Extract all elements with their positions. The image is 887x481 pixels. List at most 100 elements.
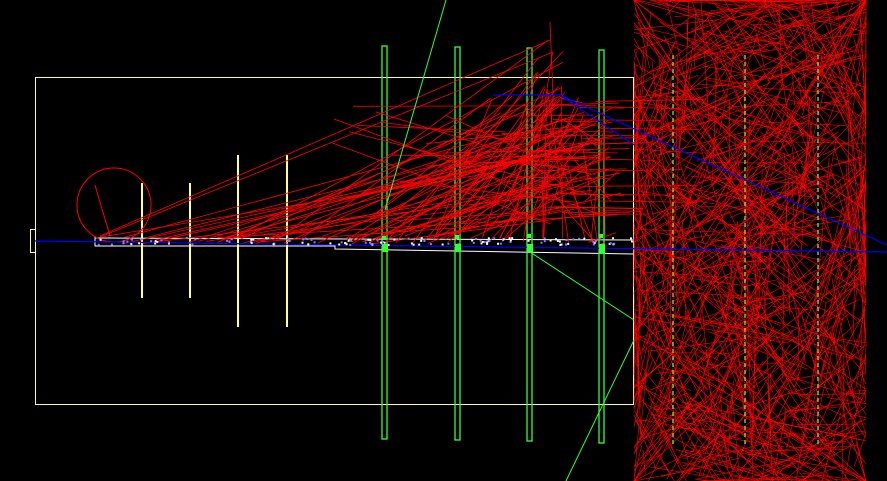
shower-track <box>800 96 811 259</box>
shower-track <box>633 224 727 333</box>
shower-track <box>633 312 719 340</box>
shower-track <box>633 24 652 45</box>
shower-track <box>724 0 770 83</box>
hit-marker <box>511 237 514 240</box>
shower-track <box>633 43 656 63</box>
hit-marker <box>486 241 489 244</box>
shower-track <box>757 164 825 186</box>
shower-track <box>764 397 822 432</box>
track-segment <box>566 211 596 243</box>
hit-marker <box>287 239 290 242</box>
shower-track <box>863 256 867 342</box>
track-segment <box>505 160 561 164</box>
shower-track <box>798 0 867 109</box>
shower-track <box>668 393 689 463</box>
shower-track <box>865 89 867 123</box>
hit-marker <box>420 237 423 240</box>
shower-track <box>633 113 643 124</box>
shower-track <box>712 53 718 182</box>
shower-track <box>681 277 704 331</box>
track-segment <box>504 162 529 166</box>
shower-track <box>647 397 666 414</box>
shower-track <box>831 278 856 408</box>
hit-marker <box>130 238 133 240</box>
shower-track <box>855 334 867 387</box>
shower-track <box>746 177 754 202</box>
track-segment <box>568 193 669 196</box>
shower-track <box>665 0 681 16</box>
shower-track <box>782 0 867 9</box>
shower-track <box>684 354 820 456</box>
shower-track <box>679 113 767 233</box>
track-segment <box>272 136 550 241</box>
shower-track <box>794 227 845 387</box>
shower-track <box>651 411 687 481</box>
track-segment <box>505 176 610 179</box>
hit-marker <box>364 238 367 241</box>
plane-hit-5 <box>382 236 386 240</box>
shower-track <box>708 119 812 159</box>
shower-track <box>813 356 867 461</box>
track-segment <box>532 187 551 217</box>
shower-track <box>634 316 789 344</box>
track-segment <box>509 98 545 137</box>
shower-track <box>633 304 728 389</box>
shower-track <box>735 331 774 355</box>
shower-track <box>722 230 794 396</box>
shower-track <box>849 18 867 130</box>
shower-track <box>783 22 845 139</box>
shower-track <box>775 226 867 253</box>
shower-track <box>670 85 685 264</box>
track-segment <box>552 193 574 216</box>
shower-track <box>786 107 867 191</box>
shower-track <box>636 215 648 301</box>
hit-marker <box>329 242 332 245</box>
shower-track <box>649 395 707 462</box>
shower-track <box>836 0 858 177</box>
shower-track <box>722 54 811 132</box>
shower-track <box>738 169 769 231</box>
shower-track <box>633 419 640 481</box>
shower-track <box>633 91 640 185</box>
hit-marker <box>307 243 310 246</box>
shower-track <box>717 187 822 212</box>
hit-marker <box>565 239 568 242</box>
shower-track <box>825 0 867 73</box>
shower-track <box>770 0 776 18</box>
track-segment <box>353 105 597 107</box>
shower-track <box>719 294 800 379</box>
shower-track <box>822 373 867 439</box>
shower-track <box>633 309 755 331</box>
shower-track <box>747 287 814 312</box>
shower-track <box>817 255 835 281</box>
track-segment <box>524 111 529 130</box>
shower-track <box>739 313 849 399</box>
shower-track <box>670 381 692 391</box>
shower-track <box>698 276 728 301</box>
shower-track <box>666 354 726 392</box>
shower-track <box>659 351 664 403</box>
shower-track <box>690 208 718 219</box>
track-segment <box>384 179 586 204</box>
shower-track <box>657 318 709 412</box>
shower-track <box>775 250 840 353</box>
shower-track <box>705 455 784 481</box>
shower-track <box>852 36 867 75</box>
shower-track <box>650 114 688 143</box>
shower-track <box>827 358 836 392</box>
shower-track <box>681 402 814 430</box>
shower-track <box>725 221 738 317</box>
shower-track <box>668 184 829 242</box>
hit-marker <box>228 240 231 243</box>
shower-track <box>719 57 744 110</box>
shower-track <box>811 355 827 425</box>
track-segment <box>599 127 700 130</box>
track-segment <box>526 168 627 172</box>
shower-track <box>749 0 815 118</box>
shower-track <box>836 255 857 281</box>
shower-track <box>737 396 867 481</box>
hit-marker <box>423 240 426 242</box>
shower-track <box>790 415 860 441</box>
shower-track <box>681 92 725 178</box>
